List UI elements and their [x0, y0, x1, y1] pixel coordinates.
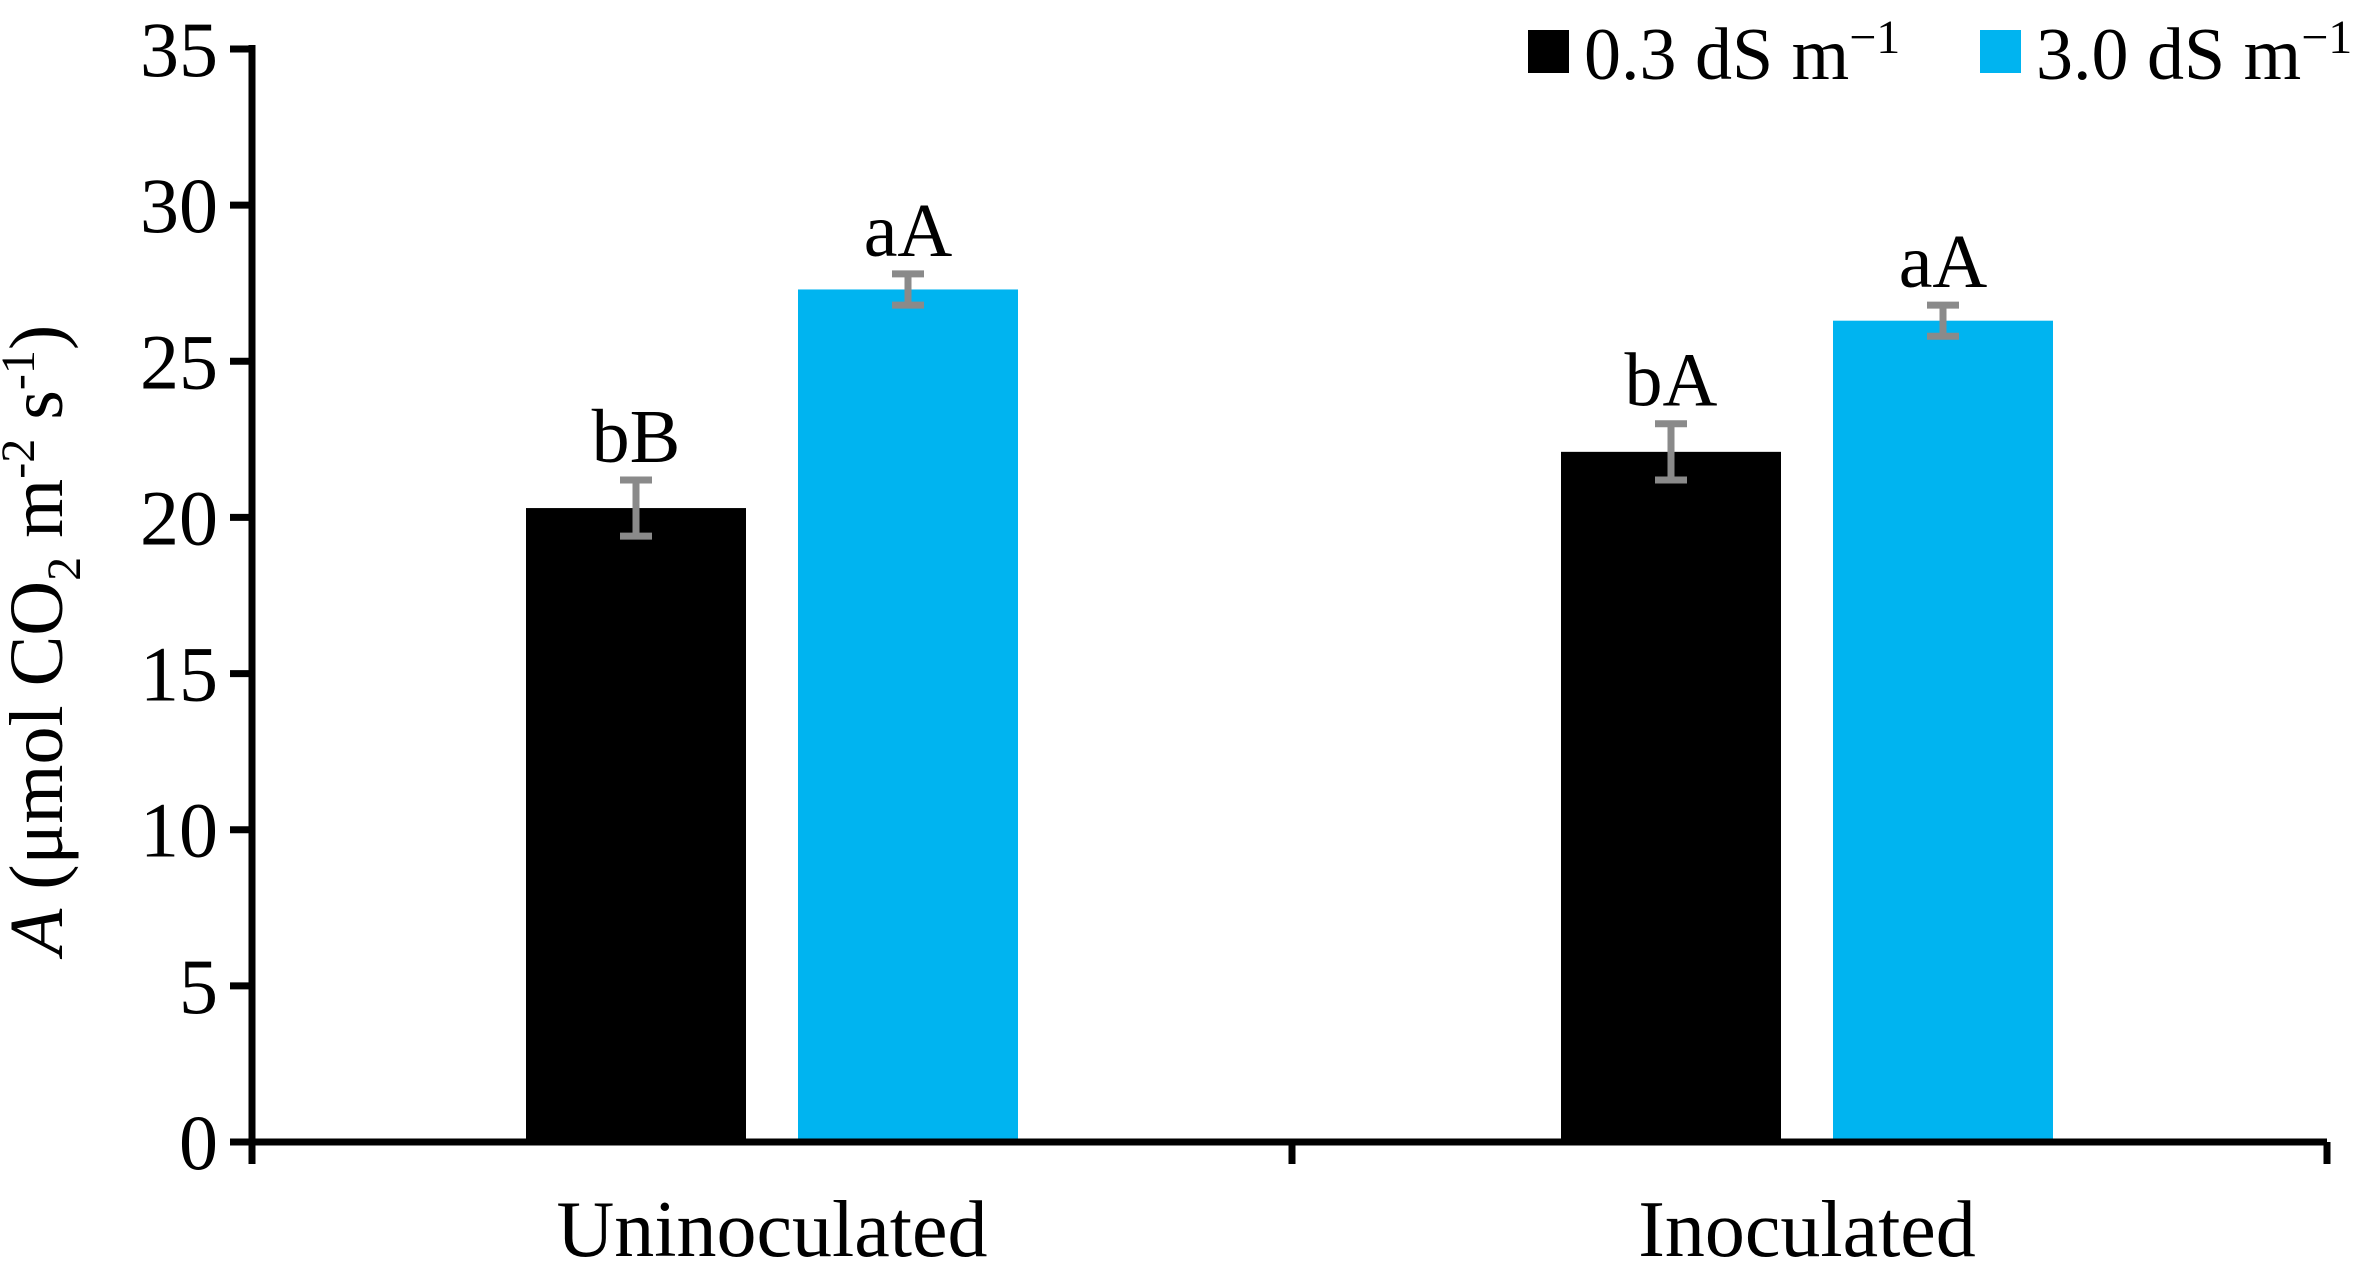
legend-swatch-icon	[1980, 30, 2021, 73]
bar-inoculated-high-salinity	[1833, 320, 2053, 1142]
legend-swatch-icon	[1528, 30, 1569, 73]
legend-item-low-salinity: 0.3 dS m−1	[1528, 11, 1900, 96]
y-tick-label-10: 10	[140, 787, 218, 874]
y-tick-label-30: 30	[140, 162, 218, 249]
significance-letter-uninoculated-low-salinity: bB	[592, 395, 681, 479]
y-axis-title: A (μmol CO2 m-2 s-1)	[0, 325, 91, 960]
y-tick-label-5: 5	[179, 943, 218, 1030]
bar-uninoculated-high-salinity	[798, 289, 1018, 1143]
error-bar-uninoculated-high-salinity	[892, 270, 924, 309]
x-category-label-uninoculated: Uninoculated	[557, 1186, 988, 1274]
bar-uninoculated-low-salinity	[526, 508, 746, 1142]
bar-inoculated-low-salinity	[1561, 451, 1781, 1142]
axes	[230, 45, 2331, 1164]
y-tick-label-15: 15	[140, 631, 218, 718]
significance-letter-inoculated-low-salinity: bA	[1625, 339, 1718, 423]
error-bar-uninoculated-low-salinity	[620, 476, 652, 540]
y-tick-label-35: 35	[140, 6, 218, 93]
error-bar-inoculated-low-salinity	[1655, 420, 1687, 484]
x-category-label-inoculated: Inoculated	[1638, 1186, 1976, 1274]
significance-letter-inoculated-high-salinity: aA	[1899, 220, 1988, 304]
y-tick-label-20: 20	[140, 474, 218, 561]
legend: 0.3 dS m−1 3.0 dS m−1	[1528, 11, 2352, 96]
significance-letter-uninoculated-high-salinity: aA	[864, 189, 953, 273]
y-tick-label-25: 25	[140, 318, 218, 405]
error-bar-inoculated-high-salinity	[1927, 301, 1959, 340]
legend-label: 0.3 dS m−1	[1584, 11, 1900, 96]
y-tick-label-0: 0	[179, 1099, 218, 1186]
legend-item-high-salinity: 3.0 dS m−1	[1980, 11, 2352, 96]
legend-label: 3.0 dS m−1	[2036, 11, 2352, 96]
